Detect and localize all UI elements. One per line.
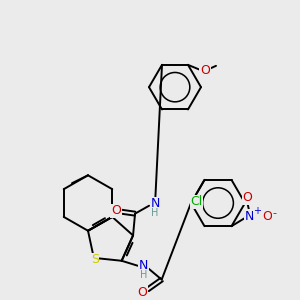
Text: O: O [111, 204, 121, 217]
Text: O: O [243, 191, 252, 204]
Text: N: N [245, 210, 254, 223]
Text: H: H [152, 208, 159, 218]
Text: N: N [150, 197, 160, 210]
Text: Cl: Cl [190, 195, 202, 208]
Text: N: N [139, 259, 148, 272]
Text: -: - [272, 208, 277, 218]
Text: +: + [254, 206, 262, 216]
Text: O: O [200, 64, 210, 77]
Text: O: O [138, 286, 148, 299]
Text: S: S [91, 254, 99, 266]
Text: O: O [262, 210, 272, 223]
Text: H: H [140, 270, 147, 280]
